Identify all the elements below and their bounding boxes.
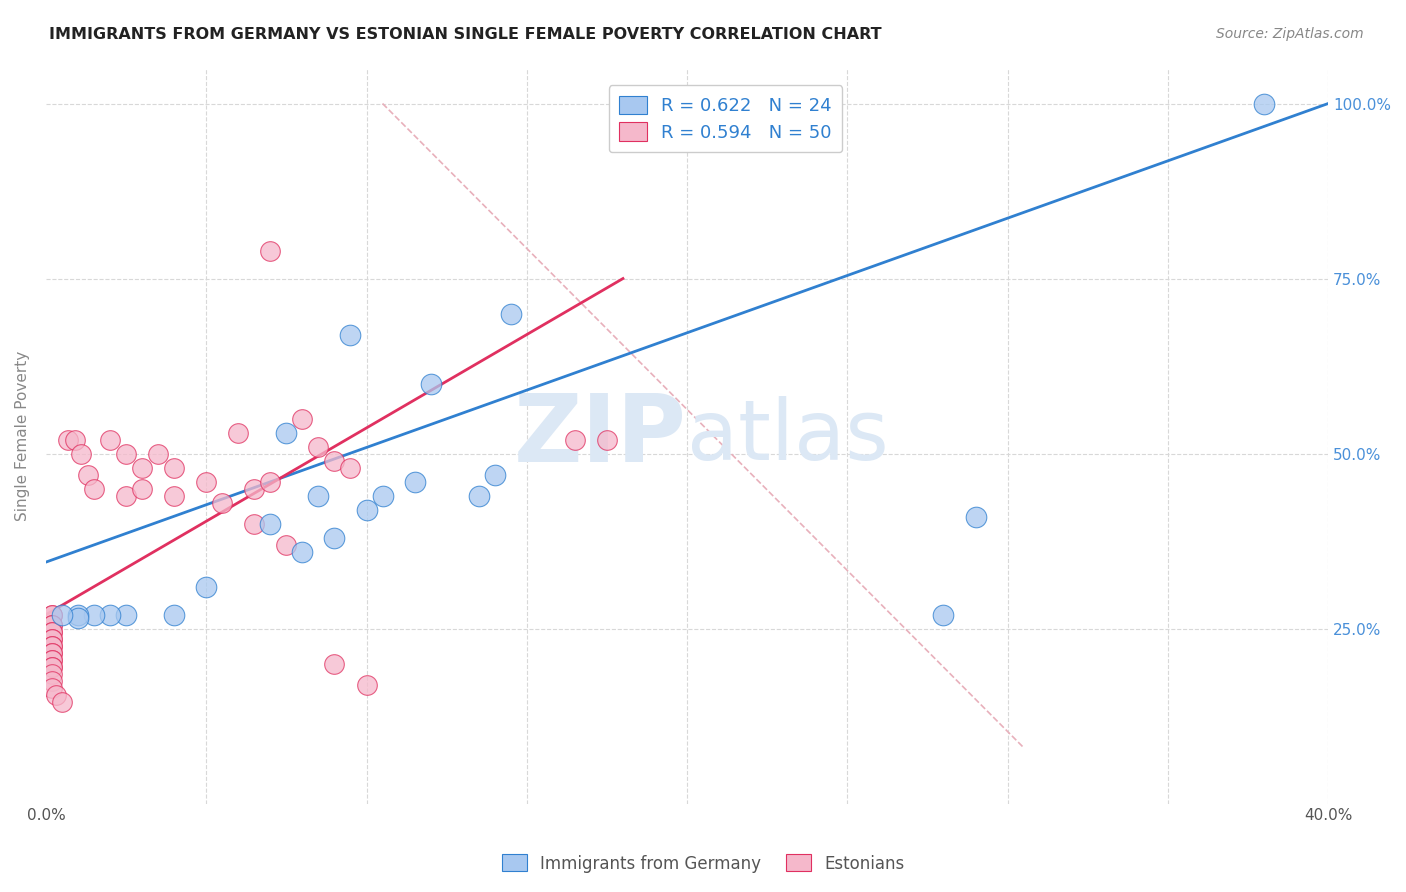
Point: [276, 538, 298, 552]
Point: [41, 618, 63, 632]
Point: [41, 639, 63, 653]
Point: [41, 625, 63, 640]
Point: [98, 607, 121, 622]
Point: [339, 460, 361, 475]
Point: [41, 639, 63, 653]
Point: [131, 460, 153, 475]
Point: [323, 531, 346, 545]
Text: atlas: atlas: [688, 395, 889, 476]
Point: [41, 660, 63, 674]
Point: [41, 607, 63, 622]
Point: [259, 244, 281, 258]
Point: [163, 489, 186, 503]
Point: [51, 695, 73, 709]
Point: [115, 607, 138, 622]
Point: [41, 681, 63, 695]
Point: [83, 482, 105, 496]
Point: [195, 475, 218, 489]
Point: [195, 580, 218, 594]
Point: [291, 544, 314, 558]
Point: [243, 516, 266, 531]
Y-axis label: Single Female Poverty: Single Female Poverty: [15, 351, 30, 521]
Point: [339, 327, 361, 342]
Point: [564, 433, 586, 447]
Point: [76, 467, 98, 482]
Point: [291, 411, 314, 425]
Point: [932, 607, 955, 622]
Point: [484, 467, 506, 482]
Point: [356, 677, 378, 691]
Point: [323, 657, 346, 671]
Point: [323, 453, 346, 467]
Point: [131, 482, 153, 496]
Point: [146, 446, 169, 460]
Point: [1253, 96, 1275, 111]
Point: [41, 667, 63, 681]
Point: [226, 425, 249, 440]
Point: [163, 460, 186, 475]
Text: Source: ZipAtlas.com: Source: ZipAtlas.com: [1216, 27, 1364, 41]
Point: [419, 376, 441, 391]
Point: [45, 688, 67, 702]
Point: [356, 502, 378, 516]
Legend: R = 0.622   N = 24, R = 0.594   N = 50: R = 0.622 N = 24, R = 0.594 N = 50: [609, 85, 842, 153]
Point: [41, 646, 63, 660]
Point: [307, 489, 329, 503]
Point: [66, 611, 89, 625]
Point: [163, 607, 186, 622]
Point: [243, 482, 266, 496]
Point: [276, 425, 298, 440]
Point: [307, 440, 329, 454]
Point: [41, 632, 63, 646]
Point: [58, 433, 80, 447]
Point: [41, 653, 63, 667]
Point: [41, 618, 63, 632]
Point: [51, 607, 73, 622]
Text: IMMIGRANTS FROM GERMANY VS ESTONIAN SINGLE FEMALE POVERTY CORRELATION CHART: IMMIGRANTS FROM GERMANY VS ESTONIAN SING…: [49, 27, 882, 42]
Point: [596, 433, 619, 447]
Point: [98, 433, 121, 447]
Text: ZIP: ZIP: [515, 390, 688, 482]
Point: [115, 446, 138, 460]
Point: [404, 475, 426, 489]
Point: [41, 632, 63, 646]
Point: [259, 516, 281, 531]
Point: [41, 674, 63, 689]
Point: [115, 489, 138, 503]
Point: [83, 607, 105, 622]
Point: [70, 446, 93, 460]
Point: [41, 646, 63, 660]
Point: [41, 607, 63, 622]
Point: [211, 495, 233, 509]
Point: [63, 433, 86, 447]
Point: [467, 489, 489, 503]
Point: [41, 653, 63, 667]
Point: [66, 607, 89, 622]
Point: [499, 307, 522, 321]
Point: [965, 509, 987, 524]
Point: [371, 489, 394, 503]
Legend: Immigrants from Germany, Estonians: Immigrants from Germany, Estonians: [495, 847, 911, 880]
Point: [259, 475, 281, 489]
Point: [41, 625, 63, 640]
Point: [41, 660, 63, 674]
